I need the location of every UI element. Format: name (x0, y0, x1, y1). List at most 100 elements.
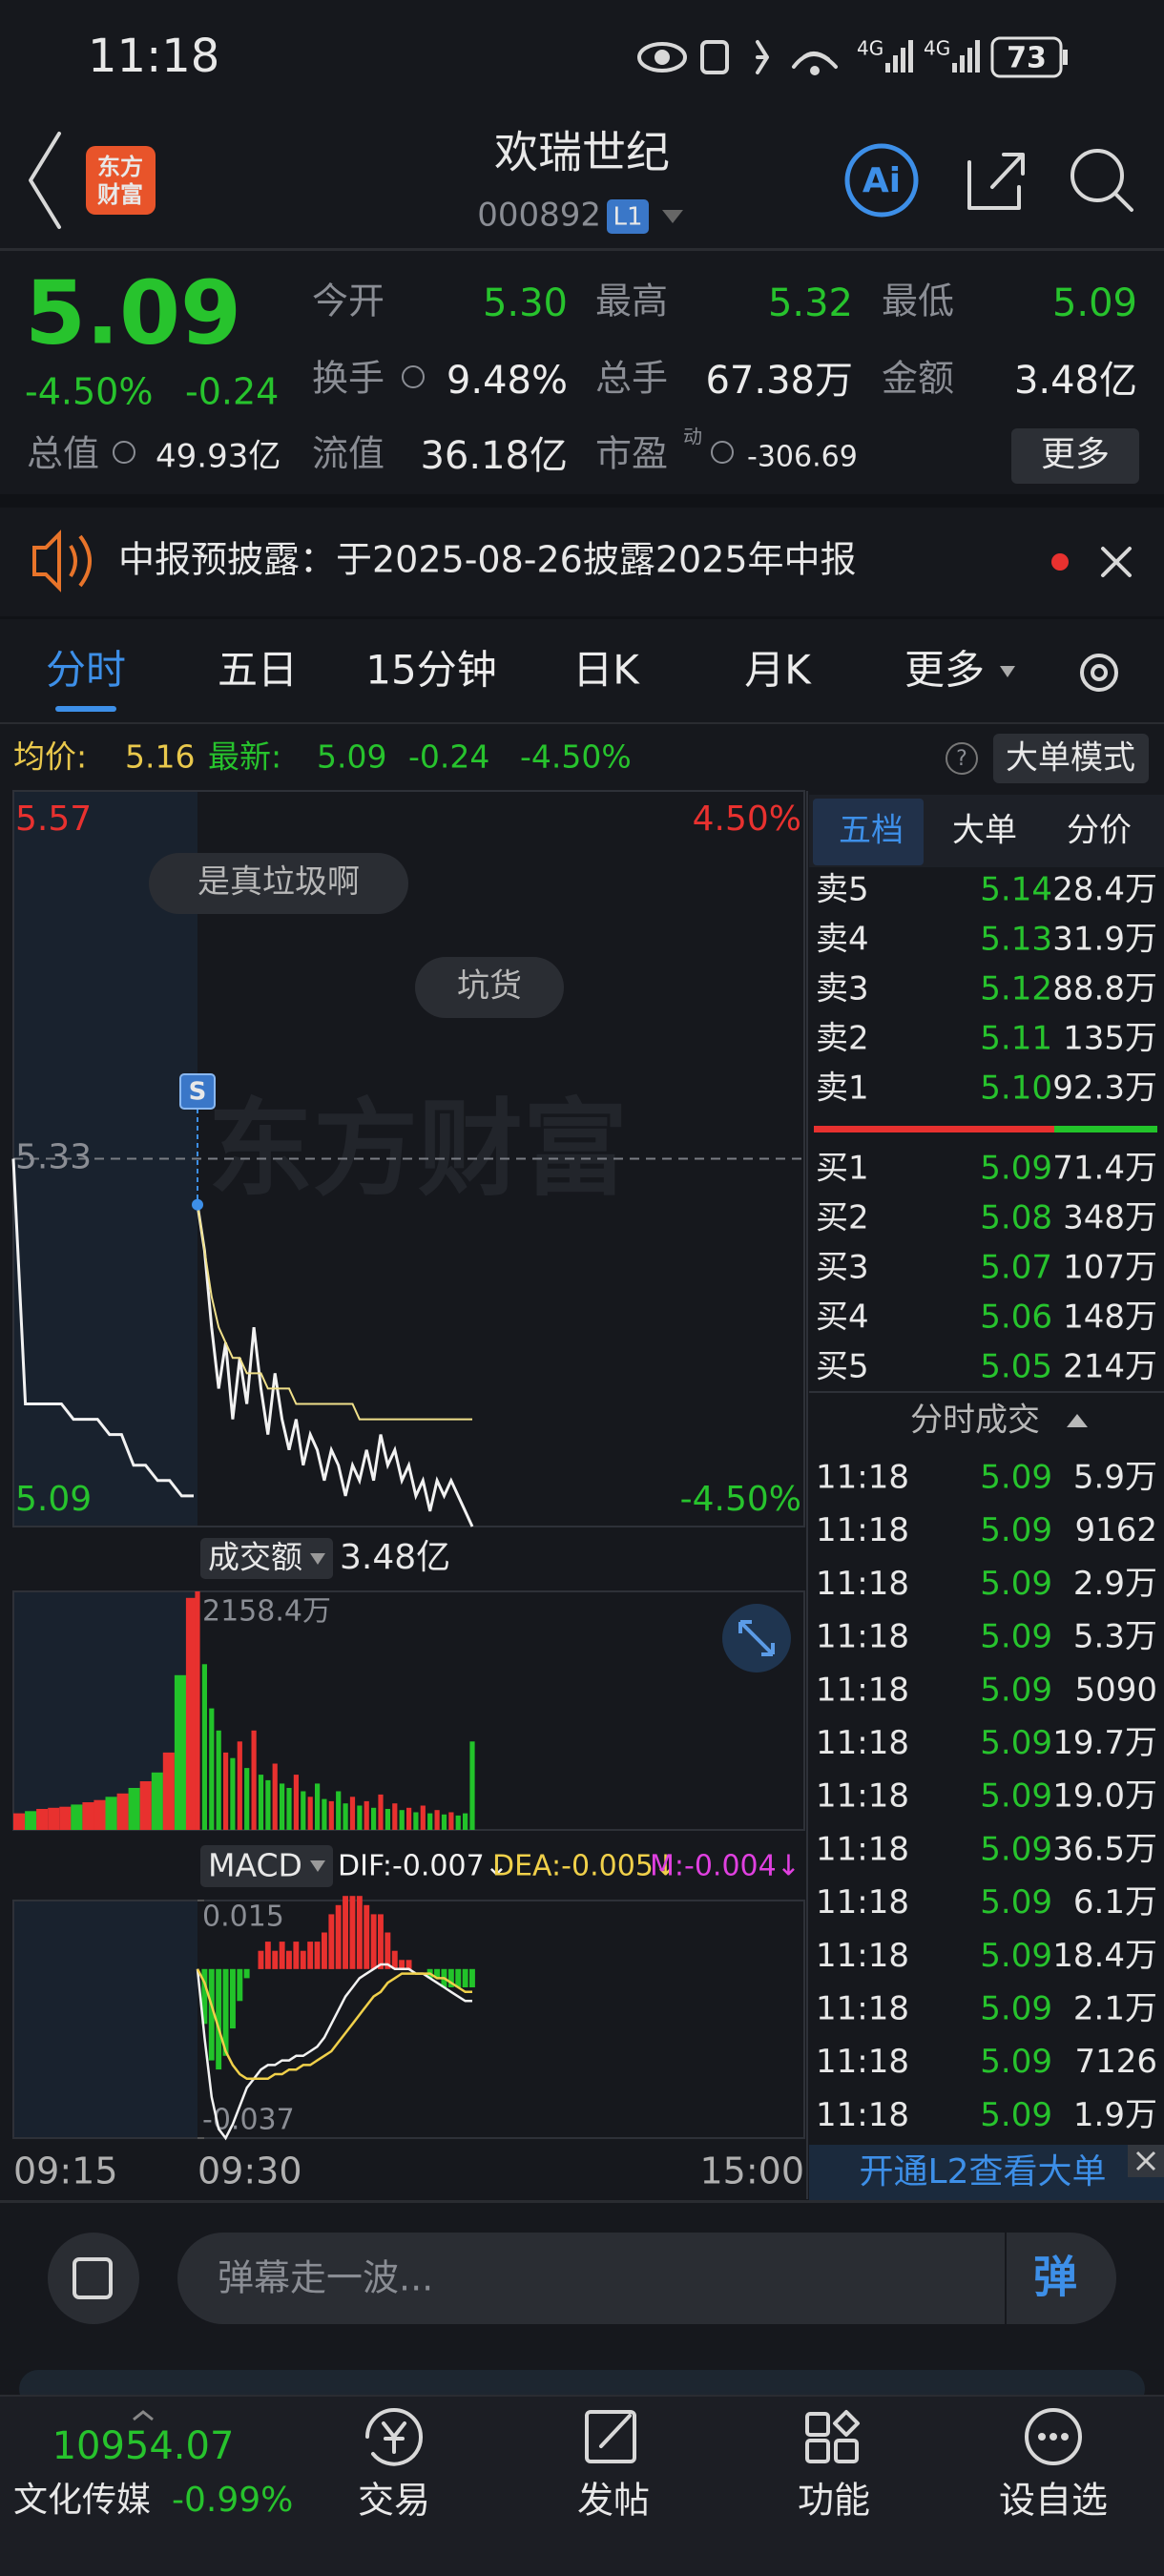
macd-bar (469, 1968, 475, 1987)
share-button[interactable] (967, 153, 1025, 210)
help-icon[interactable] (946, 742, 978, 775)
y-tick-label: 2158.4万 (202, 1595, 331, 1629)
danmaku-settings[interactable] (48, 2233, 139, 2324)
app-logo (86, 146, 156, 215)
divider (1005, 2233, 1007, 2324)
ask-volume: 92.3万 (1052, 1070, 1157, 1108)
indicator-selector[interactable] (200, 1845, 333, 1887)
quote-grid: 今开 5.30 最高 5.32 最低 5.09 换手 9.48% 总手 67.38万 金额 3.48亿 (312, 280, 1137, 404)
indicator-selector[interactable] (200, 1538, 333, 1579)
close-notice[interactable] (1101, 547, 1132, 577)
bid-volume: 107万 (1063, 1249, 1157, 1287)
nav-item[interactable]: 设自选 (999, 2480, 1108, 2522)
volume-bar (349, 1797, 356, 1830)
field-value: 5.09 (1052, 281, 1137, 325)
tab[interactable]: 15分钟 (365, 647, 496, 694)
bid-label: 买1 (816, 1150, 869, 1188)
stock-name: 欢瑞世纪 (494, 127, 670, 178)
indicator-name: MACD (208, 1847, 302, 1884)
nav-item[interactable]: 功能 (798, 2480, 870, 2522)
back-button[interactable] (29, 132, 61, 229)
status-icons (637, 40, 838, 75)
bid-price: 5.09 (980, 1150, 1052, 1188)
expand-icon (738, 1620, 775, 1656)
trade-price: 5.09 (980, 1937, 1052, 1975)
book-tab[interactable]: 五档 (839, 812, 904, 850)
volume-bar (399, 1810, 405, 1830)
index-value[interactable]: 10954.07 (52, 2424, 235, 2468)
trade-marker[interactable] (179, 1073, 216, 1110)
trade-price: 5.09 (980, 1724, 1052, 1762)
divider (809, 1391, 1164, 1393)
volume-bar (315, 1783, 321, 1830)
dropdown-arrow (310, 1553, 325, 1565)
notice-text[interactable]: 中报预披露：于2025-08-26披露2025年中报 (118, 539, 857, 581)
ask-label: 卖2 (816, 1020, 869, 1058)
volume-bar (301, 1791, 306, 1830)
ask-volume: 28.4万 (1052, 871, 1157, 909)
last-price: 5.09 (25, 261, 241, 364)
tab-dropdown (1000, 666, 1015, 677)
more-button[interactable] (1011, 428, 1139, 484)
network-type: 4G (857, 37, 883, 60)
volume-total: 3.48亿 (340, 1538, 450, 1577)
info-icon[interactable] (711, 441, 734, 464)
search-button[interactable] (1070, 149, 1124, 202)
field-label: 市盈 (595, 433, 668, 475)
avg-price-line (197, 1204, 472, 1421)
volume-bar (280, 1783, 285, 1830)
trade-volume: 7126 (1074, 2043, 1157, 2081)
tab[interactable]: 日K (572, 647, 640, 694)
big-order-mode[interactable] (993, 734, 1149, 783)
bid-label: 买5 (816, 1348, 869, 1386)
tab[interactable]: 月K (744, 647, 812, 694)
nav-item[interactable]: 交易 (358, 2480, 430, 2522)
settings-button[interactable] (1080, 654, 1118, 692)
trade-price: 5.09 (980, 1459, 1052, 1497)
time-label: 09:15 (13, 2150, 118, 2192)
tab[interactable]: 分时 (46, 647, 126, 694)
volume-bar (371, 1807, 377, 1830)
change: -0.24 (408, 738, 489, 776)
info-icon[interactable] (113, 441, 135, 464)
code-dropdown[interactable] (662, 210, 683, 223)
tab[interactable]: 更多 (904, 647, 985, 694)
volume-bar (25, 1811, 37, 1830)
time-label: 09:30 (197, 2150, 302, 2192)
ask-price: 5.14 (980, 871, 1052, 909)
info-icon[interactable] (402, 365, 425, 388)
ask-ratio (814, 1126, 1054, 1132)
bid-volume: 148万 (1063, 1298, 1157, 1337)
macd-bar (399, 1960, 405, 1969)
divider (0, 2395, 1164, 2397)
book-tab[interactable]: 分价 (1067, 812, 1132, 850)
macd-bar (216, 1968, 222, 2070)
divider (0, 722, 1164, 724)
volume-bar (328, 1800, 334, 1830)
ai-button[interactable] (844, 143, 919, 218)
ask-price: 5.11 (980, 1020, 1052, 1058)
danmaku-button[interactable]: 弹 (1033, 2252, 1077, 2303)
volume-bar (427, 1813, 433, 1830)
nav-icons (365, 2408, 1082, 2466)
volume-bar (71, 1804, 83, 1830)
volume-bar (162, 1752, 175, 1830)
nav-item[interactable]: 发帖 (577, 2480, 650, 2522)
trade-label: 11:18 (816, 1883, 909, 1922)
field-label: 金额 (882, 358, 954, 400)
watermark: 东方财富 (208, 1088, 628, 1210)
book-tab[interactable]: 大单 (952, 812, 1017, 850)
trade-volume: 5.9万 (1073, 1459, 1157, 1497)
field-label: 流值 (312, 433, 385, 475)
danmaku-input[interactable] (177, 2233, 1116, 2324)
volume-bar (364, 1800, 369, 1830)
trade-volume: 1.9万 (1073, 2096, 1157, 2134)
y-tick-label: 0.015 (202, 1901, 284, 1934)
avg-price: 5.16 (125, 738, 195, 776)
trade-price: 5.09 (980, 2096, 1052, 2134)
l2-banner[interactable] (809, 2145, 1164, 2200)
ask-price: 5.13 (980, 921, 1052, 959)
trades-title[interactable]: 分时成交 (910, 1402, 1040, 1440)
tab[interactable]: 五日 (218, 647, 298, 694)
